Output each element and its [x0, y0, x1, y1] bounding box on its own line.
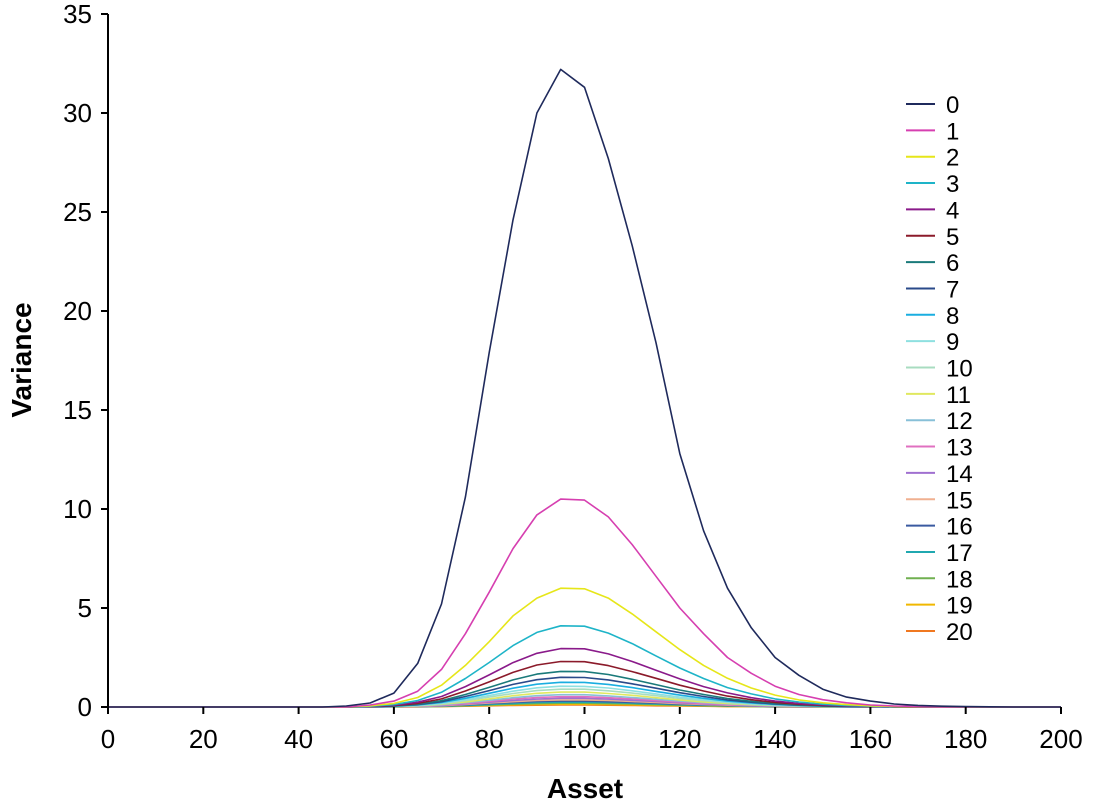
legend-label: 3	[946, 171, 959, 198]
legend-item-0: 0	[906, 92, 959, 119]
axes	[107, 14, 109, 707]
legend-item-14: 14	[906, 461, 973, 488]
x-tick-label: 180	[944, 724, 987, 754]
legend-item-15: 15	[906, 487, 973, 514]
x-tick-label: 20	[189, 724, 218, 754]
legend-label: 18	[946, 566, 973, 593]
legend-item-16: 16	[906, 514, 973, 541]
legend-item-10: 10	[906, 356, 973, 383]
x-axis-title: Asset	[547, 773, 623, 804]
plot-area	[108, 68, 1061, 708]
legend-item-6: 6	[906, 250, 959, 277]
legend-label: 4	[946, 197, 959, 224]
y-tick-label: 5	[78, 593, 92, 623]
legend-item-19: 19	[906, 593, 973, 620]
legend-label: 0	[946, 92, 959, 119]
legend-item-4: 4	[906, 197, 959, 224]
legend-label: 11	[946, 382, 971, 409]
x-tick-label: 60	[379, 724, 408, 754]
x-tick-label: 140	[753, 724, 796, 754]
legend-label: 19	[946, 593, 973, 620]
legend-item-9: 9	[906, 329, 959, 356]
legend-label: 7	[946, 276, 959, 303]
legend-item-17: 17	[906, 540, 973, 567]
legend-label: 13	[946, 435, 973, 462]
x-tick-label: 160	[849, 724, 892, 754]
legend-label: 9	[946, 329, 959, 356]
legend-label: 1	[946, 118, 959, 145]
legend-item-18: 18	[906, 566, 973, 593]
y-axis-ticks: 0 5 10 15 20 25 30 35	[63, 0, 108, 722]
y-tick-label: 10	[63, 494, 92, 524]
legend-label: 15	[946, 487, 973, 514]
y-tick-label: 20	[63, 296, 92, 326]
x-axis-ticks: 0 20 40 60 80 100 120 140 160 180 200	[101, 707, 1083, 754]
x-tick-label: 100	[563, 724, 606, 754]
legend-item-12: 12	[906, 408, 973, 435]
x-tick-label: 0	[101, 724, 115, 754]
legend-item-8: 8	[906, 303, 959, 330]
legend-item-1: 1	[906, 118, 959, 145]
legend-label: 14	[946, 461, 973, 488]
legend-item-11: 11	[906, 382, 971, 409]
legend-label: 20	[946, 619, 973, 646]
legend-item-20: 20	[906, 619, 973, 646]
y-tick-label: 35	[63, 0, 92, 29]
legend-item-13: 13	[906, 435, 973, 462]
legend-item-5: 5	[906, 224, 959, 251]
x-tick-label: 80	[475, 724, 504, 754]
y-tick-label: 15	[63, 395, 92, 425]
legend-label: 12	[946, 408, 973, 435]
legend-label: 10	[946, 356, 973, 383]
x-tick-label: 40	[284, 724, 313, 754]
legend-label: 16	[946, 514, 973, 541]
legend-label: 8	[946, 303, 959, 330]
legend-item-2: 2	[906, 145, 959, 172]
legend-label: 2	[946, 145, 959, 172]
y-axis-title: Variance	[6, 302, 37, 417]
series-line-1	[108, 498, 1061, 708]
legend-label: 5	[946, 224, 959, 251]
legend-item-3: 3	[906, 171, 959, 198]
x-tick-label: 200	[1039, 724, 1082, 754]
legend-item-7: 7	[906, 276, 959, 303]
y-tick-label: 30	[63, 98, 92, 128]
series-line-0	[108, 68, 1061, 708]
x-tick-label: 120	[658, 724, 701, 754]
legend-label: 6	[946, 250, 959, 277]
y-tick-label: 25	[63, 197, 92, 227]
y-tick-label: 0	[78, 692, 92, 722]
legend-label: 17	[946, 540, 973, 567]
